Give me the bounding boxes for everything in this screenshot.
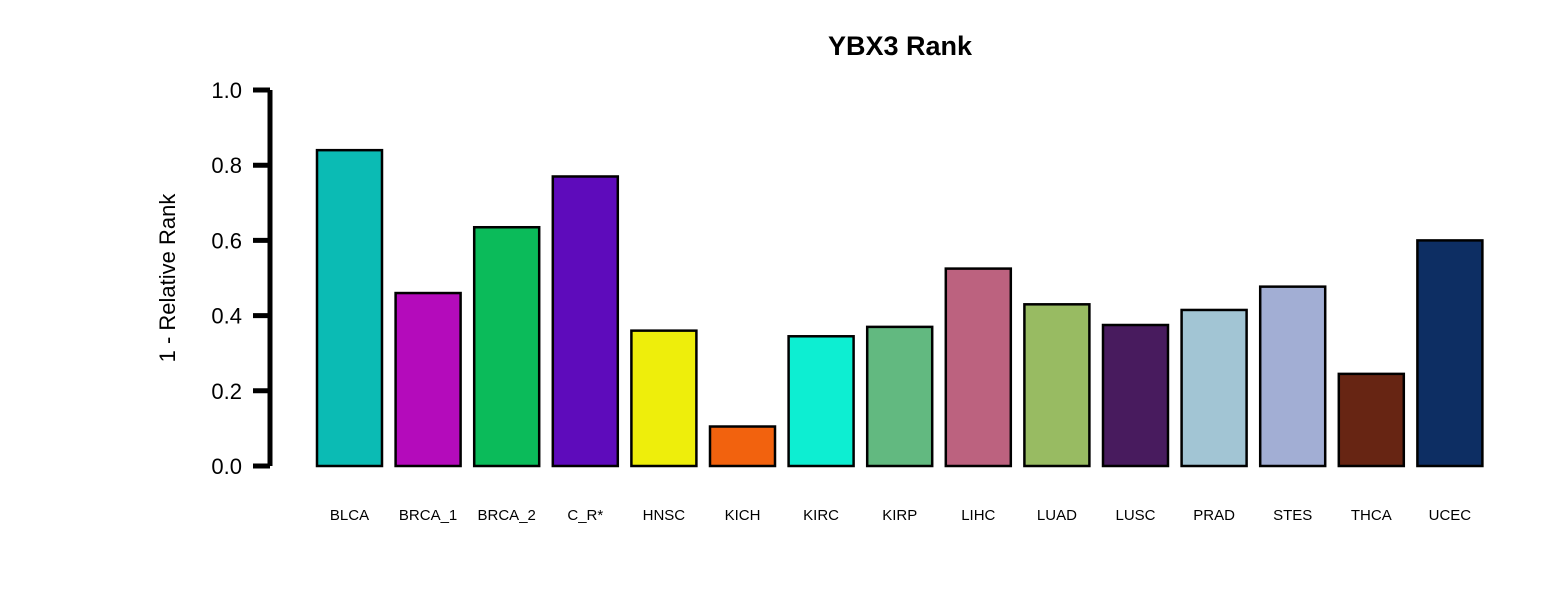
bar-luad — [1023, 303, 1091, 468]
x-tick-label: KIRP — [882, 507, 917, 524]
y-tick-label: 0.4 — [211, 304, 242, 329]
x-tick-label: C_R* — [567, 507, 603, 524]
y-tick-label: 0.2 — [211, 379, 242, 404]
bar-brca-1 — [394, 291, 462, 468]
bar-hnsc — [630, 329, 698, 468]
bars-group — [315, 148, 1484, 468]
y-tick-label: 0.8 — [211, 153, 242, 178]
x-tick-label: STES — [1273, 507, 1312, 524]
x-tick-label: PRAD — [1193, 507, 1235, 524]
bar-kich — [708, 425, 777, 468]
x-tick-label: LUAD — [1037, 507, 1077, 524]
bar-lihc — [944, 267, 1013, 468]
x-tick-label: UCEC — [1429, 507, 1472, 524]
x-tick-label: LUSC — [1115, 507, 1155, 524]
y-axis-label: 1 - Relative Rank — [155, 193, 180, 363]
bar-kirc — [787, 335, 855, 468]
bar-stes — [1258, 285, 1327, 468]
y-tick-label: 0.6 — [211, 228, 242, 253]
y-tick-label: 0.0 — [211, 454, 242, 479]
bar-blca — [315, 148, 384, 468]
x-tick-label: HNSC — [643, 507, 686, 524]
bar-prad — [1180, 308, 1248, 468]
x-tick-label: LIHC — [961, 507, 995, 524]
x-tick-label: KIRC — [803, 507, 839, 524]
x-tick-label: BLCA — [330, 507, 369, 524]
bar-lusc — [1101, 323, 1170, 468]
bar-brca-2 — [472, 225, 541, 468]
y-axis: 0.0 0.2 0.4 0.6 0.8 1.0 — [211, 78, 273, 479]
y-tick-label: 1.0 — [211, 78, 242, 103]
bar-ucec — [1416, 239, 1484, 468]
x-tick-label: KICH — [725, 507, 761, 524]
bar-c-r — [551, 175, 620, 468]
x-tick-label: BRCA_1 — [399, 507, 457, 524]
x-tick-label: BRCA_2 — [478, 507, 536, 524]
x-tick-label: THCA — [1351, 507, 1392, 524]
x-tick-labels: BLCA BRCA_1 BRCA_2 C_R* HNSC KICH KIRC KIRP LIHC… — [330, 507, 1471, 524]
bar-thca — [1337, 372, 1406, 468]
chart-title: YBX3 Rank — [828, 31, 973, 61]
bar-kirp — [865, 325, 934, 468]
